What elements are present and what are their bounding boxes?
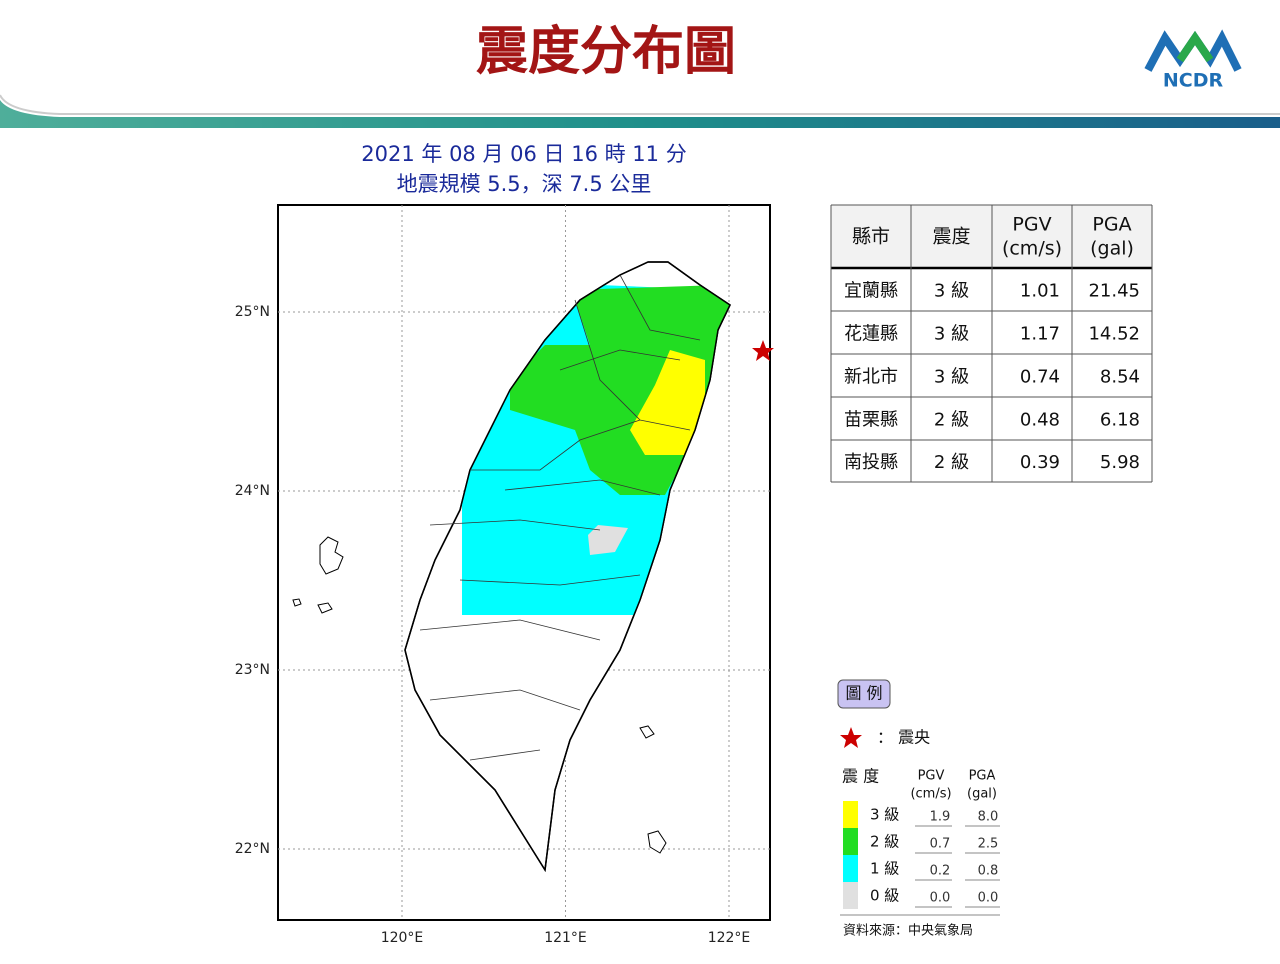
table-cell: 0.39	[1020, 452, 1060, 473]
table-header: (gal)	[1090, 238, 1134, 260]
table-cell: 宜蘭縣	[844, 281, 898, 302]
legend-pga: 8.0	[978, 810, 999, 825]
slide-title: 震度分布圖	[476, 22, 736, 82]
legend-pga: 0.0	[978, 891, 999, 906]
legend-pgv: 0.7	[930, 837, 951, 852]
legend-source: 資料來源：中央氣象局	[843, 924, 973, 939]
table-cell: 2 級	[934, 410, 969, 431]
table-cell: 21.45	[1088, 281, 1140, 302]
table-header: PGA	[1092, 214, 1131, 236]
table-cell: 5.98	[1100, 452, 1140, 473]
epicenter-star	[752, 340, 774, 361]
legend-level: 0 級	[870, 887, 899, 905]
table-cell: 花蓮縣	[844, 324, 898, 345]
legend-pgv: 1.9	[930, 810, 951, 825]
table-cell: 2 級	[934, 452, 969, 473]
lon-label: 121°E	[544, 930, 587, 946]
table-header: 縣市	[852, 226, 890, 248]
county-borders	[419, 274, 701, 761]
legend-level: 1 級	[870, 860, 899, 878]
islands	[292, 536, 667, 854]
legend-col-header: PGA	[969, 769, 996, 784]
table-cell: 南投縣	[844, 452, 898, 473]
table-header: PGV	[1012, 214, 1051, 236]
legend-pgv: 0.2	[930, 864, 951, 879]
map-title: 2021 年 08 月 06 日 16 時 11 分	[361, 142, 686, 166]
legend-col-header: (cm/s)	[910, 787, 951, 802]
table-cell: 苗栗縣	[844, 410, 898, 431]
legend-swatch	[843, 801, 858, 828]
legend-swatch	[843, 855, 858, 882]
legend-epicenter: ： 震央	[877, 728, 930, 747]
table-cell: 1.17	[1020, 324, 1060, 345]
table-cell: 0.48	[1020, 410, 1060, 431]
legend-pga: 2.5	[978, 837, 999, 852]
lat-label: 24°N	[235, 483, 270, 499]
table-header: 震度	[932, 226, 970, 248]
lat-label: 23°N	[235, 662, 270, 678]
table-cell: 1.01	[1020, 281, 1060, 302]
lat-label: 25°N	[235, 304, 270, 320]
table-cell: 14.52	[1088, 324, 1140, 345]
legend-pga: 0.8	[978, 864, 999, 879]
legend-pgv: 0.0	[930, 891, 951, 906]
header-rule	[0, 94, 1280, 115]
legend-col-header: (gal)	[967, 787, 997, 802]
zone-level-0	[588, 525, 628, 555]
zone-level-3	[630, 350, 705, 455]
table-cell: 3 級	[934, 281, 969, 302]
lat-label: 22°N	[235, 841, 270, 857]
header-band	[0, 100, 1280, 128]
legend-star	[840, 727, 862, 748]
taiwan-border	[404, 261, 731, 873]
table-cell: 8.54	[1100, 367, 1140, 388]
legend-level: 3 級	[870, 806, 899, 824]
table-cell: 0.74	[1020, 367, 1060, 388]
table-cell: 3 級	[934, 324, 969, 345]
legend-col-header: PGV	[918, 769, 945, 784]
legend-title: 圖 例	[845, 684, 882, 703]
legend-title-box	[837, 679, 891, 709]
legend-intensity-header: 震 度	[842, 767, 879, 786]
legend-swatch	[843, 828, 858, 855]
logo-text: NCDR	[1163, 70, 1224, 92]
legend-level: 2 級	[870, 833, 899, 851]
map-subtitle: 地震規模 5.5，深 7.5 公里	[397, 172, 652, 196]
table-cell: 6.18	[1100, 410, 1140, 431]
table-header: (cm/s)	[1002, 238, 1062, 260]
table-cell: 新北市	[844, 367, 898, 388]
table-cell: 3 級	[934, 367, 969, 388]
lon-label: 120°E	[381, 930, 424, 946]
logo: NCDR	[1144, 29, 1242, 92]
lon-label: 122°E	[708, 930, 751, 946]
legend-swatch	[843, 882, 858, 909]
